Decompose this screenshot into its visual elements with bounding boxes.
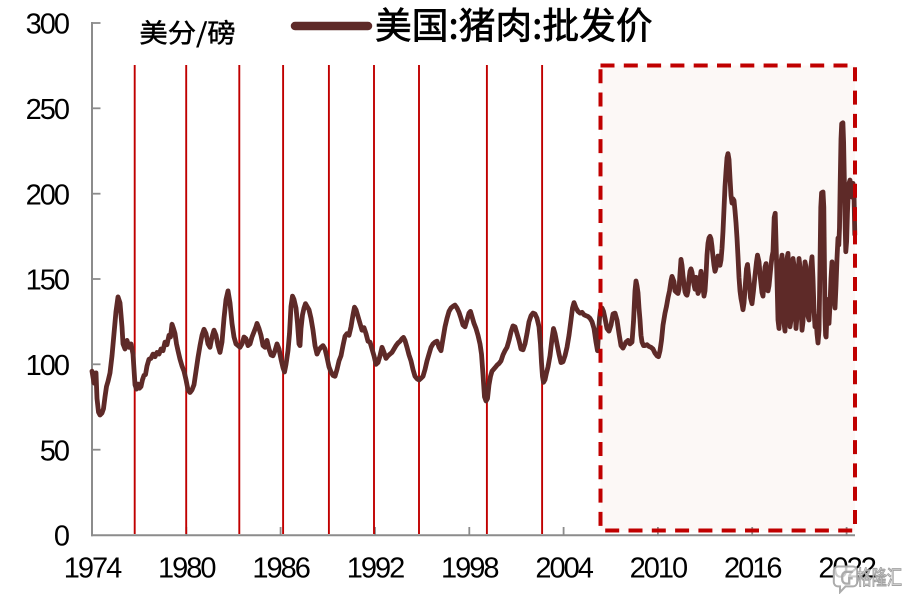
- svg-text:2016: 2016: [724, 553, 781, 585]
- svg-text:50: 50: [40, 435, 69, 467]
- svg-text:2010: 2010: [630, 553, 687, 585]
- svg-text:1986: 1986: [252, 553, 309, 585]
- svg-text:0: 0: [54, 521, 69, 553]
- svg-text:1992: 1992: [347, 553, 404, 585]
- svg-text:1998: 1998: [441, 553, 498, 585]
- svg-text:300: 300: [26, 9, 69, 41]
- svg-text:200: 200: [26, 179, 69, 211]
- svg-text:1974: 1974: [64, 553, 122, 585]
- svg-text:1980: 1980: [158, 553, 215, 585]
- svg-text:100: 100: [26, 350, 69, 382]
- svg-text:150: 150: [26, 265, 69, 297]
- svg-text:2004: 2004: [535, 553, 593, 585]
- svg-text:250: 250: [26, 94, 69, 126]
